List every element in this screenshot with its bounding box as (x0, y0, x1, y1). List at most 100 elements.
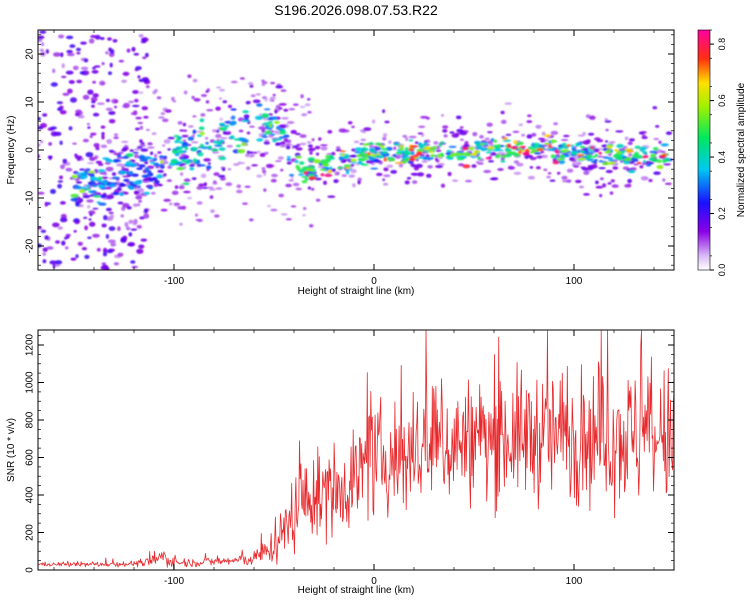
heatmap-cell (200, 173, 207, 178)
heatmap-cell (246, 166, 251, 170)
heatmap-cell (132, 151, 139, 154)
heatmap-cell (182, 182, 190, 186)
heatmap-cell (91, 100, 96, 104)
heatmap-cell (417, 156, 425, 159)
heatmap-cell (46, 246, 54, 250)
heatmap-cell (57, 226, 63, 230)
heatmap-cell (94, 34, 101, 40)
heatmap-cell (71, 174, 79, 179)
heatmap-cell (80, 66, 89, 70)
heatmap-cell (209, 195, 214, 199)
heatmap-cell (398, 145, 405, 148)
heatmap-cell (178, 150, 184, 154)
heatmap-cell (315, 152, 320, 156)
heatmap-cell (307, 110, 312, 114)
heatmap-cell (196, 186, 203, 190)
heatmap-cell (299, 142, 307, 146)
heatmap-cell (78, 172, 87, 175)
heatmap-cell (351, 125, 355, 129)
heatmap-cell (106, 160, 115, 163)
heatmap-cell (376, 147, 382, 150)
heatmap-cell (199, 131, 205, 136)
heatmap-cell (52, 222, 60, 228)
heatmap-cell (274, 160, 282, 163)
heatmap-cell (157, 169, 164, 173)
heatmap-cell (660, 143, 669, 147)
heatmap-cell (189, 164, 195, 167)
heatmap-cell (459, 138, 464, 141)
heatmap-cell (167, 165, 173, 169)
colorbar (697, 29, 711, 271)
heatmap-cell (101, 262, 107, 266)
y-tick-label: 0 (25, 147, 36, 153)
heatmap-cell (213, 172, 220, 176)
heatmap-cell (176, 146, 182, 151)
heatmap-cell (361, 157, 369, 161)
heatmap-cell (327, 169, 333, 174)
heatmap-cell (649, 150, 657, 154)
heatmap-cell (267, 204, 271, 208)
heatmap-cell (230, 108, 237, 111)
heatmap-cell (147, 157, 155, 160)
heatmap-cell (333, 179, 339, 184)
heatmap-cell (285, 183, 292, 188)
heatmap-cell (183, 90, 188, 95)
heatmap-cell (328, 166, 333, 170)
heatmap-cell (308, 176, 317, 180)
heatmap-cell (642, 150, 648, 155)
heatmap-cell (227, 168, 232, 171)
heatmap-cell (132, 104, 140, 108)
heatmap-cell (573, 165, 580, 168)
heatmap-cell (275, 85, 284, 89)
heatmap-cell (294, 155, 303, 159)
heatmap-cell (219, 127, 224, 131)
heatmap-cell (197, 150, 202, 153)
heatmap-cell (53, 52, 61, 57)
heatmap-cell (348, 174, 355, 178)
heatmap-cell (382, 151, 388, 154)
heatmap-cell (323, 180, 327, 185)
heatmap-cell (270, 81, 275, 85)
heatmap-cell (625, 149, 634, 154)
heatmap-cell (41, 42, 44, 46)
heatmap-cell (91, 104, 95, 108)
heatmap-cell (251, 164, 258, 167)
heatmap-cell (83, 216, 88, 219)
heatmap-cell (89, 213, 93, 217)
heatmap-cell (113, 136, 119, 140)
y-tick-label: 1200 (25, 333, 36, 356)
heatmap-cell (138, 34, 144, 38)
heatmap-cell (463, 152, 471, 157)
heatmap-cell (447, 171, 452, 177)
heatmap-cell (623, 157, 632, 161)
heatmap-cell (99, 37, 105, 40)
heatmap-cell (274, 109, 278, 114)
heatmap-cell (633, 163, 639, 166)
heatmap-cell (117, 226, 121, 232)
heatmap-cell (301, 166, 307, 170)
heatmap-cell (613, 153, 621, 159)
heatmap-cell (219, 88, 225, 92)
heatmap-cell (582, 140, 591, 145)
heatmap-cell (550, 139, 555, 144)
heatmap-cell (369, 150, 377, 153)
heatmap-cell (137, 203, 141, 207)
heatmap-cell (506, 143, 512, 148)
heatmap-cell (307, 98, 311, 101)
heatmap-cell (220, 137, 228, 140)
heatmap-cell (362, 147, 367, 151)
heatmap-cell (236, 189, 243, 194)
heatmap-cell (408, 148, 415, 152)
heatmap-cell (550, 130, 559, 135)
heatmap-cell (665, 131, 673, 135)
heatmap-cell (49, 260, 57, 265)
heatmap-cell (440, 183, 446, 188)
heatmap-cell (416, 172, 425, 177)
heatmap-cell (88, 218, 92, 221)
heatmap-cell (341, 153, 345, 156)
heatmap-cell (642, 155, 649, 158)
heatmap-cell (246, 131, 251, 135)
heatmap-cell (505, 133, 512, 136)
heatmap-cell (264, 130, 272, 135)
